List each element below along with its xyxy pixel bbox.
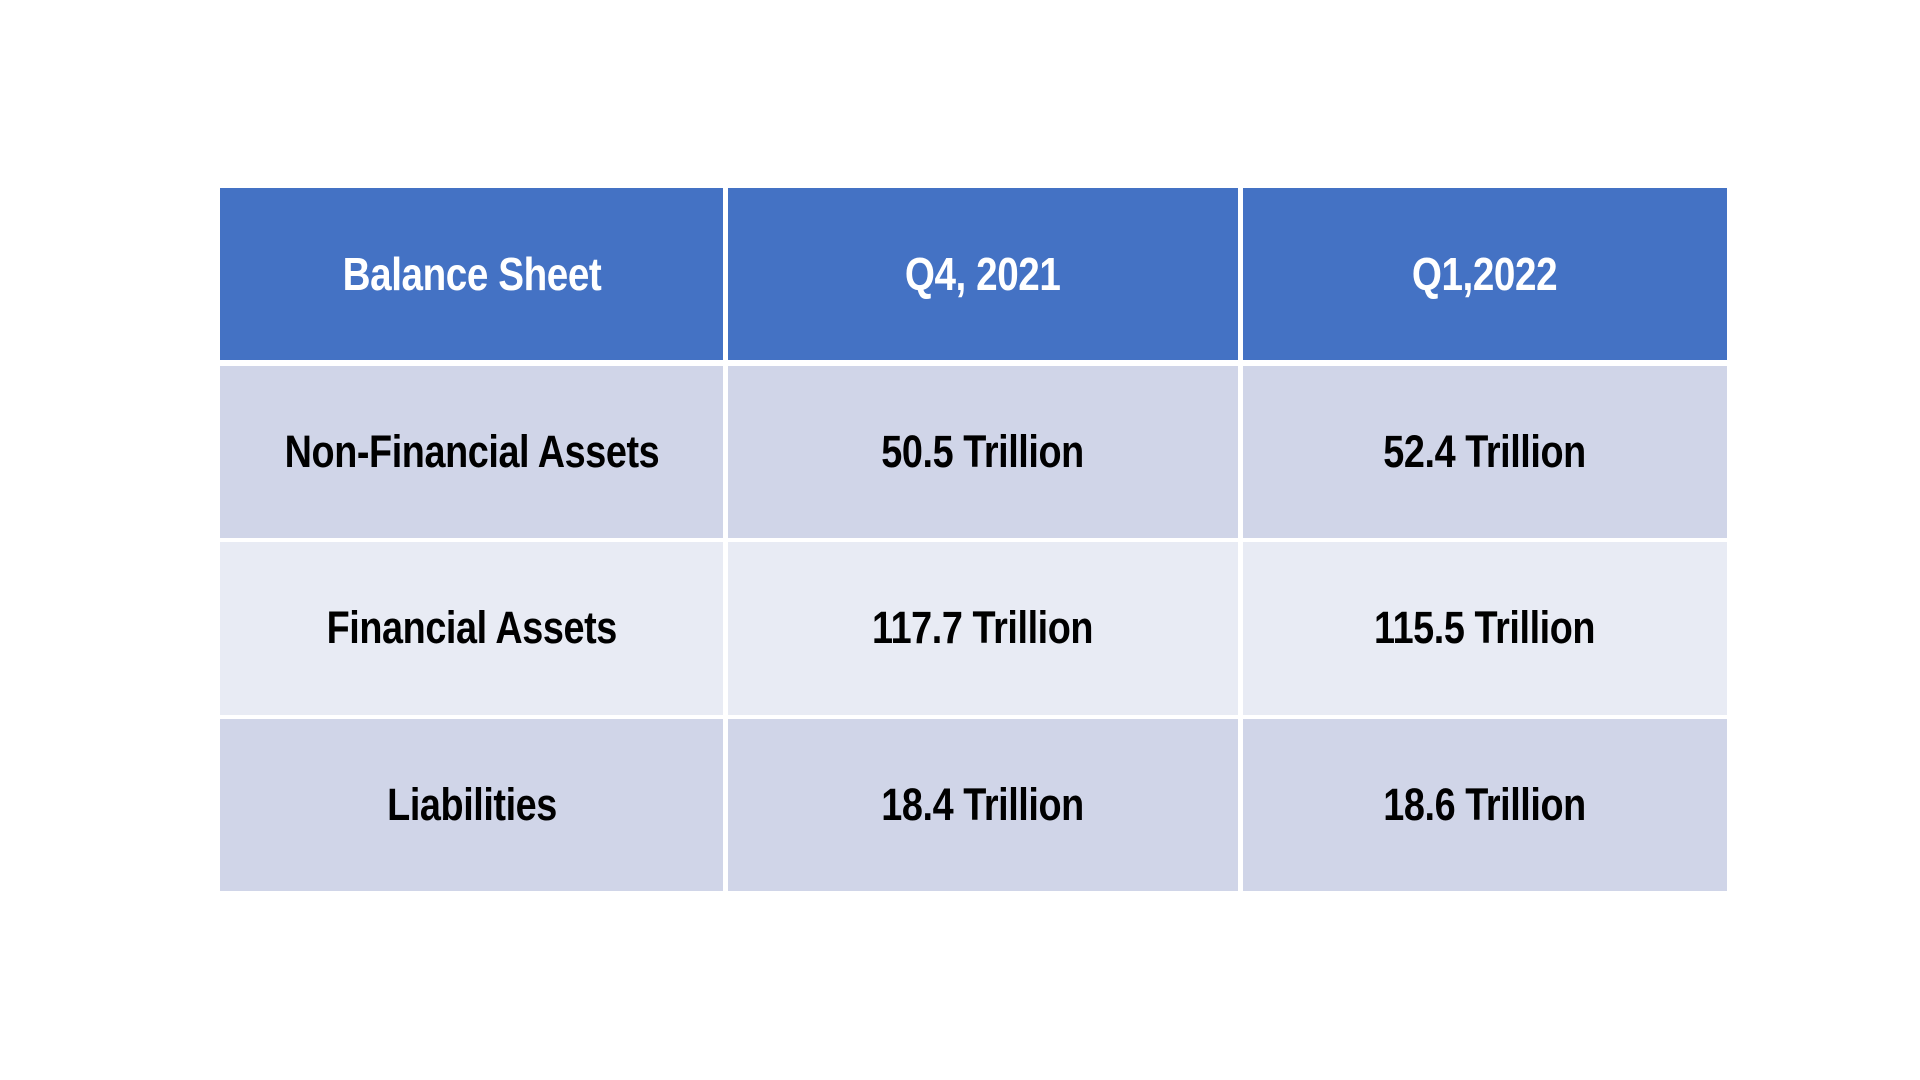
row-label-cell: Liabilities — [220, 718, 724, 891]
header-cell-q4-2021: Q4, 2021 — [728, 188, 1238, 360]
header-cell-q1-2022: Q1,2022 — [1242, 188, 1727, 360]
balance-sheet-table: Balance Sheet Q4, 2021 Q1,2022 Non-Finan… — [220, 188, 1727, 891]
header-label: Q4, 2021 — [905, 248, 1061, 300]
row-label: Financial Assets — [326, 602, 618, 654]
cell-value: 52.4 Trillion — [1383, 426, 1587, 478]
value-cell-q4-2021: 18.4 Trillion — [728, 718, 1238, 891]
cell-value: 117.7 Trillion — [872, 602, 1094, 654]
table-header-row: Balance Sheet Q4, 2021 Q1,2022 — [220, 188, 1727, 360]
row-label: Non-Financial Assets — [284, 426, 659, 478]
value-cell-q1-2022: 18.6 Trillion — [1242, 718, 1727, 891]
table-row-liabilities: Liabilities 18.4 Trillion 18.6 Trillion — [220, 718, 1727, 891]
row-label: Liabilities — [386, 778, 557, 830]
value-cell-q4-2021: 50.5 Trillion — [728, 366, 1238, 539]
value-cell-q1-2022: 115.5 Trillion — [1242, 542, 1727, 715]
header-cell-balance-sheet: Balance Sheet — [220, 188, 724, 360]
row-label-cell: Financial Assets — [220, 542, 724, 715]
header-label: Q1,2022 — [1412, 248, 1558, 300]
cell-value: 115.5 Trillion — [1374, 602, 1596, 654]
value-cell-q4-2021: 117.7 Trillion — [728, 542, 1238, 715]
row-label-cell: Non-Financial Assets — [220, 366, 724, 539]
table-row-non-financial-assets: Non-Financial Assets 50.5 Trillion 52.4 … — [220, 366, 1727, 539]
cell-value: 18.4 Trillion — [881, 778, 1085, 830]
cell-value: 50.5 Trillion — [881, 426, 1085, 478]
cell-value: 18.6 Trillion — [1383, 778, 1587, 830]
table-row-financial-assets: Financial Assets 117.7 Trillion 115.5 Tr… — [220, 542, 1727, 715]
header-label: Balance Sheet — [342, 248, 602, 300]
value-cell-q1-2022: 52.4 Trillion — [1242, 366, 1727, 539]
